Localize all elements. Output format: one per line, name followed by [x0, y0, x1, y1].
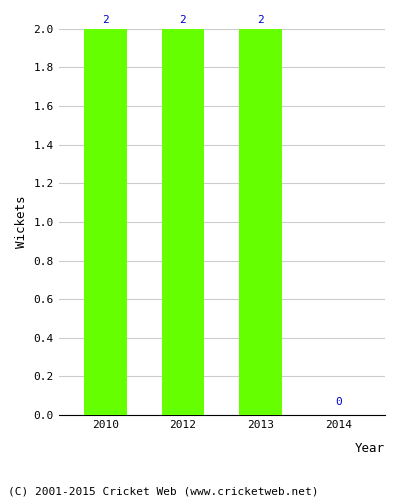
Text: Year: Year [355, 442, 385, 455]
Text: (C) 2001-2015 Cricket Web (www.cricketweb.net): (C) 2001-2015 Cricket Web (www.cricketwe… [8, 487, 318, 497]
Text: 2: 2 [102, 15, 109, 25]
Y-axis label: Wickets: Wickets [15, 196, 28, 248]
Bar [239, 29, 282, 415]
Text: 0: 0 [335, 398, 342, 407]
Bar [84, 29, 127, 415]
Text: 2: 2 [257, 15, 264, 25]
Bar [162, 29, 204, 415]
Text: 2: 2 [180, 15, 186, 25]
